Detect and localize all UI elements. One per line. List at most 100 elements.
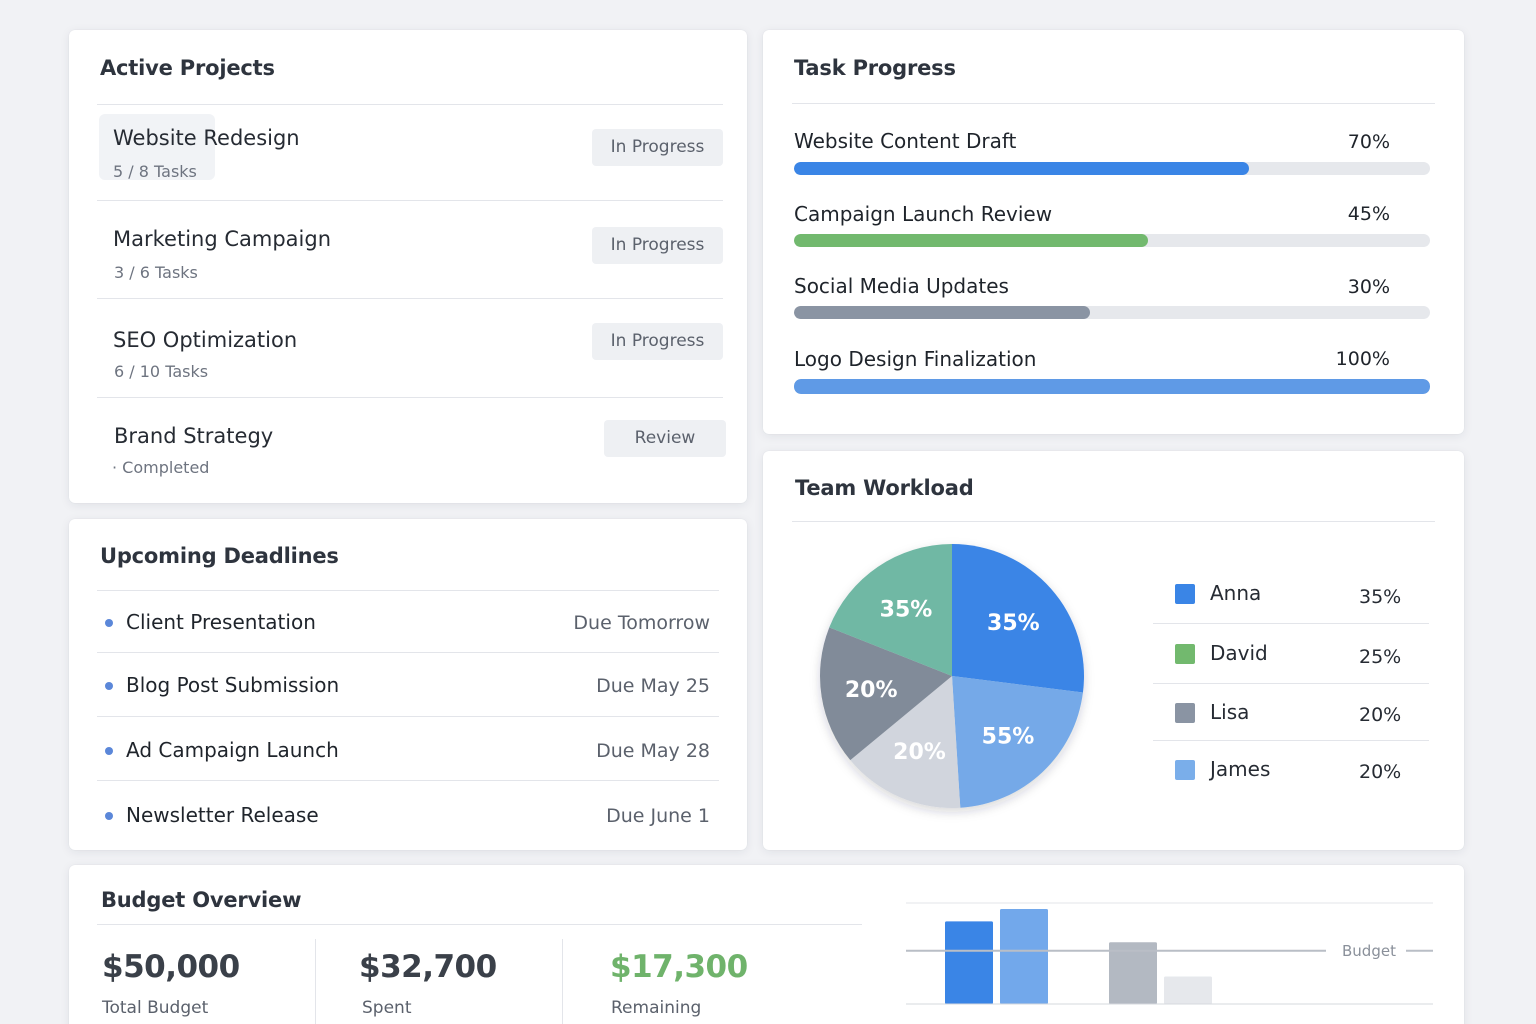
- divider: [1153, 623, 1429, 624]
- status-badge: In Progress: [592, 323, 723, 360]
- legend-name: James: [1210, 757, 1271, 781]
- pie-slice-label: 20%: [845, 678, 898, 703]
- project-task-count: 5 / 8 Tasks: [113, 162, 197, 181]
- progress-fill: [794, 234, 1149, 247]
- divider: [97, 652, 719, 653]
- project-name: Marketing Campaign: [113, 227, 331, 251]
- divider: [97, 780, 719, 781]
- remaining-label: Remaining: [611, 998, 702, 1018]
- status-badge: Review: [604, 420, 726, 457]
- project-status-text: · Completed: [112, 458, 210, 477]
- divider: [1153, 683, 1429, 684]
- progress-fill: [794, 162, 1249, 175]
- divider: [97, 924, 862, 925]
- divider: [562, 939, 563, 1024]
- deadline-name: Blog Post Submission: [126, 673, 340, 697]
- pie-slice-label: 55%: [982, 725, 1035, 750]
- project-row-brand-strategy[interactable]: Brand Strategy · Completed Review: [97, 398, 726, 498]
- bullet-icon: [105, 812, 113, 820]
- task-percent: 100%: [1335, 348, 1390, 370]
- status-badge: In Progress: [592, 129, 723, 166]
- progress-fill: [794, 306, 1090, 319]
- task-percent: 30%: [1347, 276, 1390, 298]
- divider: [97, 200, 723, 201]
- workload-pie-chart: 35% 55% 20% 20% 35%: [820, 544, 1084, 808]
- budget-bar: [1164, 976, 1212, 1004]
- legend-percent: 35%: [1359, 586, 1402, 608]
- bullet-icon: [105, 619, 113, 627]
- pie-slice: [820, 627, 952, 761]
- spent-value: $32,700: [359, 949, 497, 985]
- progress-bar: [794, 162, 1430, 175]
- team-workload-card: Team Workload 35% 55% 20% 20% 35% Anna 35% D…: [763, 451, 1464, 850]
- total-budget-value: $50,000: [102, 949, 240, 985]
- budget-overview-card: Budget Overview $50,000 Total Budget $32…: [69, 865, 1464, 1024]
- active-projects-card: Active Projects Website Redesign 5 / 8 T…: [69, 30, 747, 503]
- bullet-icon: [105, 747, 113, 755]
- project-row-marketing-campaign[interactable]: Marketing Campaign 3 / 6 Tasks In Progre…: [97, 201, 723, 298]
- progress-fill: [794, 379, 1430, 394]
- budget-bar: [1000, 909, 1048, 1004]
- task-progress-title: Task Progress: [794, 56, 956, 80]
- deadline-due: Due June 1: [606, 805, 710, 827]
- budget-bar-chart: Budget: [906, 902, 1433, 1005]
- legend-swatch: [1175, 703, 1195, 723]
- project-task-count: 6 / 10 Tasks: [114, 362, 209, 381]
- pie-slice: [952, 544, 1084, 693]
- divider: [97, 716, 719, 717]
- divider: [97, 397, 723, 398]
- pie-slice-label: 35%: [880, 597, 933, 622]
- pie-slice: [952, 676, 1083, 808]
- progress-bar: [794, 234, 1430, 247]
- legend-name: David: [1210, 641, 1268, 665]
- deadline-due: Due Tomorrow: [573, 612, 710, 634]
- spent-label: Spent: [362, 998, 412, 1018]
- bullet-icon: [105, 682, 113, 690]
- budget-bar: [945, 921, 993, 1004]
- team-workload-title: Team Workload: [795, 476, 974, 500]
- upcoming-deadlines-title: Upcoming Deadlines: [100, 544, 339, 568]
- legend-swatch: [1175, 584, 1195, 604]
- progress-bar: [794, 306, 1430, 319]
- divider: [792, 521, 1435, 522]
- legend-swatch: [1175, 644, 1195, 664]
- project-name: SEO Optimization: [113, 328, 298, 352]
- upcoming-deadlines-card: Upcoming Deadlines Client Presentation D…: [69, 519, 747, 850]
- pie-slice-label: 35%: [987, 611, 1040, 636]
- pie-slice-label: 20%: [893, 740, 946, 765]
- task-label: Campaign Launch Review: [794, 202, 1053, 226]
- remaining-value: $17,300: [610, 949, 748, 985]
- progress-bar: [794, 379, 1430, 394]
- legend-percent: 20%: [1359, 761, 1402, 783]
- budget-overview-title: Budget Overview: [101, 888, 302, 912]
- task-percent: 70%: [1347, 131, 1390, 153]
- legend-percent: 25%: [1359, 646, 1402, 668]
- pie-slice: [850, 676, 961, 808]
- deadline-name: Newsletter Release: [126, 803, 319, 827]
- legend-name: Anna: [1210, 581, 1262, 605]
- project-row-seo-optimization[interactable]: SEO Optimization 6 / 10 Tasks In Progres…: [97, 299, 723, 397]
- legend-name: Lisa: [1210, 700, 1250, 724]
- row-highlight: [99, 114, 215, 180]
- divider: [97, 590, 719, 591]
- divider: [792, 103, 1435, 104]
- task-label: Logo Design Finalization: [794, 347, 1037, 371]
- total-budget-label: Total Budget: [102, 998, 209, 1018]
- task-progress-card: Task Progress Website Content Draft 70% …: [763, 30, 1464, 434]
- project-name: Brand Strategy: [114, 424, 274, 448]
- task-label: Website Content Draft: [794, 129, 1017, 153]
- divider: [315, 939, 316, 1024]
- deadline-name: Client Presentation: [126, 610, 316, 634]
- legend-percent: 20%: [1359, 704, 1402, 726]
- divider: [97, 298, 723, 299]
- project-row-website-redesign[interactable]: Website Redesign 5 / 8 Tasks In Progress: [97, 105, 723, 200]
- task-label: Social Media Updates: [794, 274, 1009, 298]
- project-task-count: 3 / 6 Tasks: [114, 263, 198, 282]
- divider: [97, 104, 723, 105]
- status-badge: In Progress: [592, 227, 723, 264]
- project-name: Website Redesign: [113, 126, 300, 150]
- budget-line-label: Budget: [1342, 942, 1396, 960]
- legend-swatch: [1175, 760, 1195, 780]
- divider: [1153, 740, 1429, 741]
- budget-bar: [1109, 942, 1157, 1004]
